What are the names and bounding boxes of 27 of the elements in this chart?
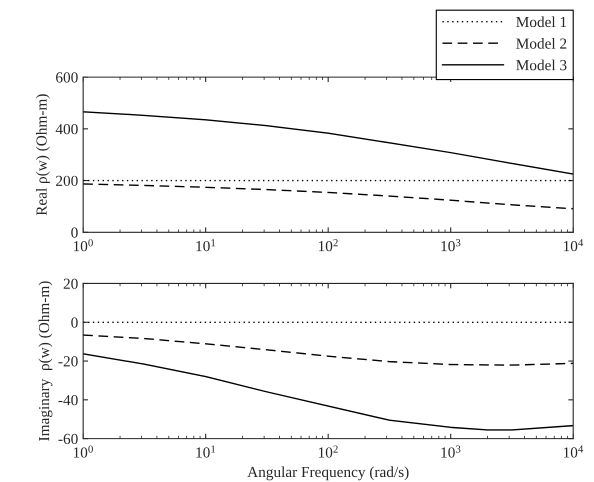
x-tick-label: 10$^{1}$ [196,239,216,252]
x-tick-label: 10$^{3}$ [441,445,460,458]
legend-label: Model 1 [516,16,566,28]
y-axis-title: Real ρ(w) (Ohm-m) [36,94,50,216]
y-tick-label: 400 [56,124,78,134]
y-tick-label: -40 [58,394,78,406]
y-tick-label: 20 [64,278,78,289]
y-tick-label: -60 [58,434,78,444]
y-tick-label: 0 [71,317,78,328]
x-tick-label: 10$^{1}$ [196,445,216,458]
legend-label: Model 3 [516,60,566,70]
legend-label: Model 2 [516,38,566,49]
line-series [83,111,574,175]
y-tick-label: -20 [58,356,78,366]
line-series [83,183,574,210]
x-tick-label: 10$^{0}$ [74,445,93,458]
y-tick-label: 600 [56,72,78,83]
x-tick-label: 10$^{2}$ [318,239,338,252]
x-axis-title: Angular Frequency (rad/s) [247,466,409,480]
x-tick-label: 10$^{4}$ [564,445,584,458]
x-tick-label: 10$^{2}$ [318,445,338,458]
x-tick-label: 10$^{0}$ [74,239,93,252]
x-tick-label: 10$^{4}$ [564,239,584,252]
y-axis-title: Imaginary ρ(w) (Ohm-m) [38,281,52,441]
y-tick-label: 0 [71,227,78,238]
x-tick-label: 10$^{3}$ [441,239,460,252]
y-tick-label: 200 [56,176,78,186]
